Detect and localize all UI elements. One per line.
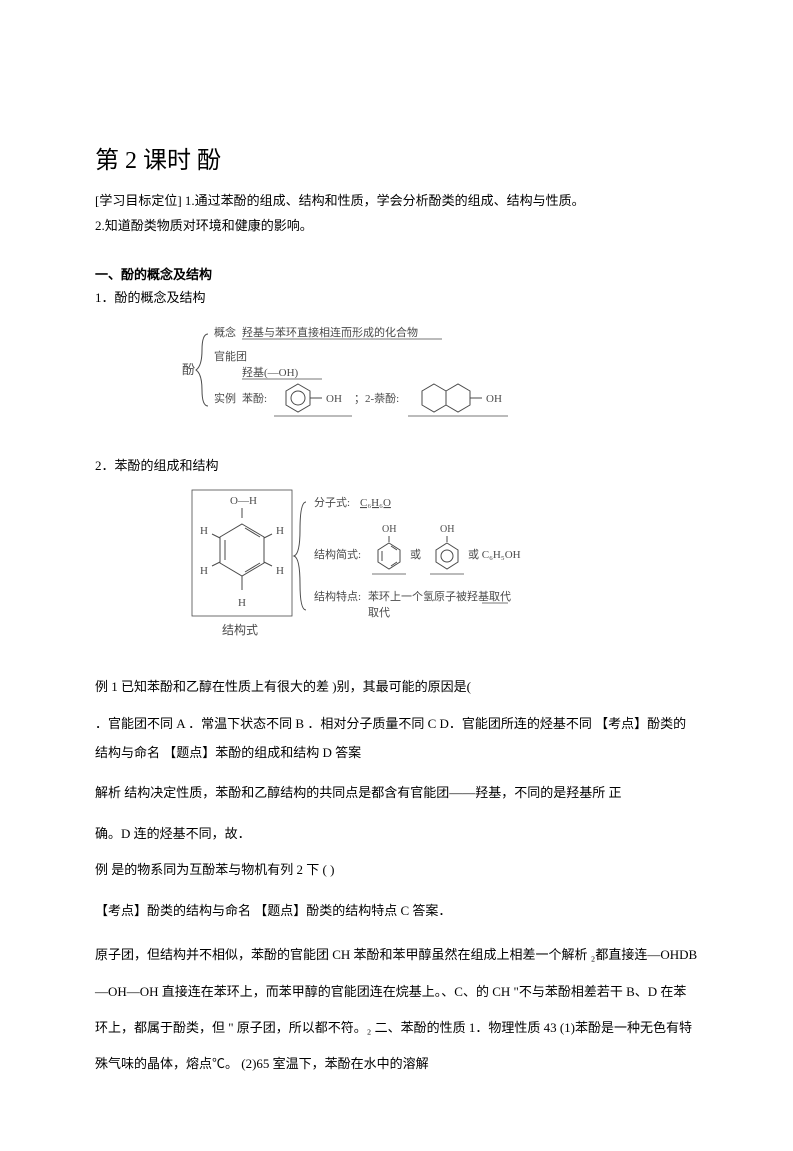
diag1-example-label: 实例 [214,391,236,405]
example-1-line2: ．官能团不同 A ．常温下状态不同 B ．相对分子质量不同 C D．官能团所连的… [95,710,698,767]
diag2-formula-value: C₆H₆O [360,497,391,509]
h-2: H [276,525,284,537]
example-2-answer: 【考点】酚类的结构与命名 【题点】酚类的结构特点 C 答案． [95,893,698,929]
diag1-root: 酚 [182,362,195,377]
benzene-ring-icon [286,384,322,412]
objective-line-1: [学习目标定位] 1.通过苯酚的组成、结构和性质，学会分析酚类的组成、结构与性质… [95,193,585,208]
diag1-oh-2: OH [486,393,502,405]
diagram-phenol-structure: O—H H H H H H 结构式 [95,484,698,649]
diag1-func-label: 官能团 [214,349,247,363]
ring-b-icon [436,543,458,569]
naphthalene-icon [422,384,482,412]
diag1-oh-1: OH [326,393,342,405]
h-4: H [276,565,284,577]
diag1-concept-label: 概念 [214,325,236,339]
objective-line-2: 2.知道酚类物质对环境和健康的影响。 [95,218,313,233]
page-title: 第 2 课时 酚 [95,140,698,175]
diag2-oh-a: OH [382,524,396,535]
diag2-formula-label: 分子式: [314,496,350,509]
diag2-or: 或 [410,548,421,561]
h-3: H [200,565,208,577]
diag2-oh-top: O—H [230,495,257,507]
diag2-short-alt: 或 C₆H₅OH [468,548,521,561]
diagram-phenol-concept: 酚 概念 羟基与苯环直接相连而形成的化合物 官能团 羟基(—OH) 实例 苯酚: [95,316,698,431]
body-content: 例 1 已知苯酚和乙醇在性质上有很大的差 )别，其最可能的原因是( ．官能团不同… [95,673,698,1082]
example-1-line1: 例 1 已知苯酚和乙醇在性质上有很大的差 )别，其最可能的原因是( [95,673,698,702]
diag2-feature-label: 结构特点: [314,589,361,603]
subsection-1-2-heading: 2．苯酚的组成和结构 [95,455,698,474]
example-2: 例 是的物系同为互酚苯与物机有列 2 下 ( ) [95,856,698,885]
diag1-concept-text: 羟基与苯环直接相连而形成的化合物 [242,325,418,339]
diag1-func-value: 羟基(—OH) [242,365,299,379]
h-5: H [238,597,246,609]
diag2-caption: 结构式 [222,622,258,637]
h-1: H [200,525,208,537]
long-paragraph: 原子团，但结构并不相似，苯酚的官能团 CH 苯酚和苯甲醇虽然在组成上相差一个解析… [95,937,698,1083]
diag1-naph-label: ；2-萘酚: [354,391,399,405]
diag2-feature-text: 苯环上一个氢原子被羟基取代 [368,589,511,603]
diag2-oh-b: OH [440,524,454,535]
subsection-1-1-heading: 1．酚的概念及结构 [95,287,698,306]
diag2-short-label: 结构简式: [314,547,361,561]
svg-text:取代: 取代 [368,606,390,619]
benzene-structural-icon [220,524,264,576]
section-1-heading: 一、酚的概念及结构 [95,264,698,283]
ring-a-icon [378,543,400,569]
diag1-benzene-label: 苯酚: [242,391,267,405]
analysis-1b: 确。D 连的烃基不同，故． [95,820,698,849]
learning-objective: [学习目标定位] 1.通过苯酚的组成、结构和性质，学会分析酚类的组成、结构与性质… [95,189,698,238]
analysis-1a: 解析 结构决定性质，苯酚和乙醇结构的共同点是都含有官能团——羟基，不同的是羟基所… [95,775,698,811]
